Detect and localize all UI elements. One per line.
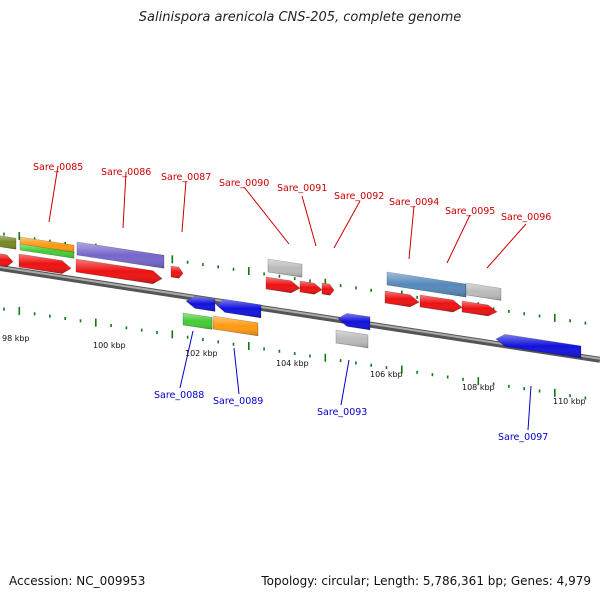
gene-label-top: Sare_0096 [501, 212, 551, 223]
gene-feature-shade-14 [385, 291, 419, 307]
leader-line-bottom [340, 359, 350, 406]
gene-feature-shade-23 [496, 334, 581, 359]
gene-label-top: Sare_0095 [445, 206, 495, 217]
gene-feature-shade-18 [216, 299, 261, 318]
leader-line-bottom [527, 385, 532, 431]
gene-label-top: Sare_0086 [101, 167, 151, 178]
gene-feature-shade-22 [336, 330, 368, 348]
gene-label-bottom: Sare_0088 [154, 390, 204, 401]
leader-line-top [243, 186, 290, 245]
leader-line-top [446, 214, 471, 264]
gene-feature-shade-15 [420, 295, 462, 313]
tick-label: 104 kbp [276, 359, 309, 368]
gene-label-top: Sare_0092 [334, 191, 384, 202]
gene-feature-shade-13 [466, 283, 501, 301]
gene-feature-shade-2 [20, 244, 74, 259]
map-title: Salinispora arenicola CNS-205, complete … [138, 10, 462, 25]
leader-line-bottom [179, 330, 194, 389]
gene-feature-shade-17 [186, 296, 215, 312]
accession-text: Accession: NC_009953 [9, 574, 146, 588]
gene-feature-shade-7 [171, 266, 183, 279]
tick-label: 100 kbp [93, 341, 126, 350]
gene-feature-shade-12 [387, 272, 466, 298]
leader-line-top [333, 200, 361, 249]
gene-feature-shade-10 [300, 281, 322, 295]
gene-feature-shade-8 [268, 259, 302, 278]
tick-label: 98 kbp [2, 334, 30, 343]
gene-feature-shade-5 [77, 242, 164, 269]
gene-feature-shade-16 [462, 301, 497, 316]
backbone-highlight [0, 266, 600, 360]
gene-feature-shade-11 [322, 283, 334, 296]
gene-feature-shade-19 [183, 313, 212, 330]
gene-feature-shade-0 [0, 235, 16, 250]
leader-line-top [122, 171, 127, 229]
gene-label-top: Sare_0085 [33, 162, 83, 173]
gene-feature-shade-21 [338, 313, 370, 330]
tick-label: 106 kbp [370, 370, 403, 379]
gene-feature-shade-1 [20, 237, 74, 254]
gene-label-top: Sare_0087 [161, 172, 211, 183]
gene-label-bottom: Sare_0097 [498, 432, 548, 443]
tick-label: 108 kbp [462, 383, 495, 392]
leader-line-bottom [233, 347, 240, 395]
leader-line-top [301, 195, 317, 247]
gene-label-top: Sare_0091 [277, 183, 327, 194]
tick-label: 102 kbp [185, 349, 218, 358]
gene-label-bottom: Sare_0089 [213, 396, 263, 407]
genome-summary-text: Topology: circular; Length: 5,786,361 bp… [261, 574, 591, 588]
gene-feature-shade-20 [213, 316, 258, 336]
gene-feature-shade-4 [19, 254, 71, 274]
gene-feature-shade-6 [76, 259, 162, 284]
gene-label-top: Sare_0094 [389, 197, 439, 208]
gene-label-top: Sare_0090 [219, 178, 269, 189]
leader-line-top [408, 205, 415, 260]
leader-line-top [48, 165, 59, 223]
leader-line-top [486, 223, 527, 269]
gene-label-bottom: Sare_0093 [317, 407, 367, 418]
gene-feature-shade-9 [266, 277, 300, 293]
gene-feature-shade-3 [0, 253, 13, 267]
tick-label: 110 kbp [553, 397, 586, 406]
leader-line-top [181, 180, 187, 233]
